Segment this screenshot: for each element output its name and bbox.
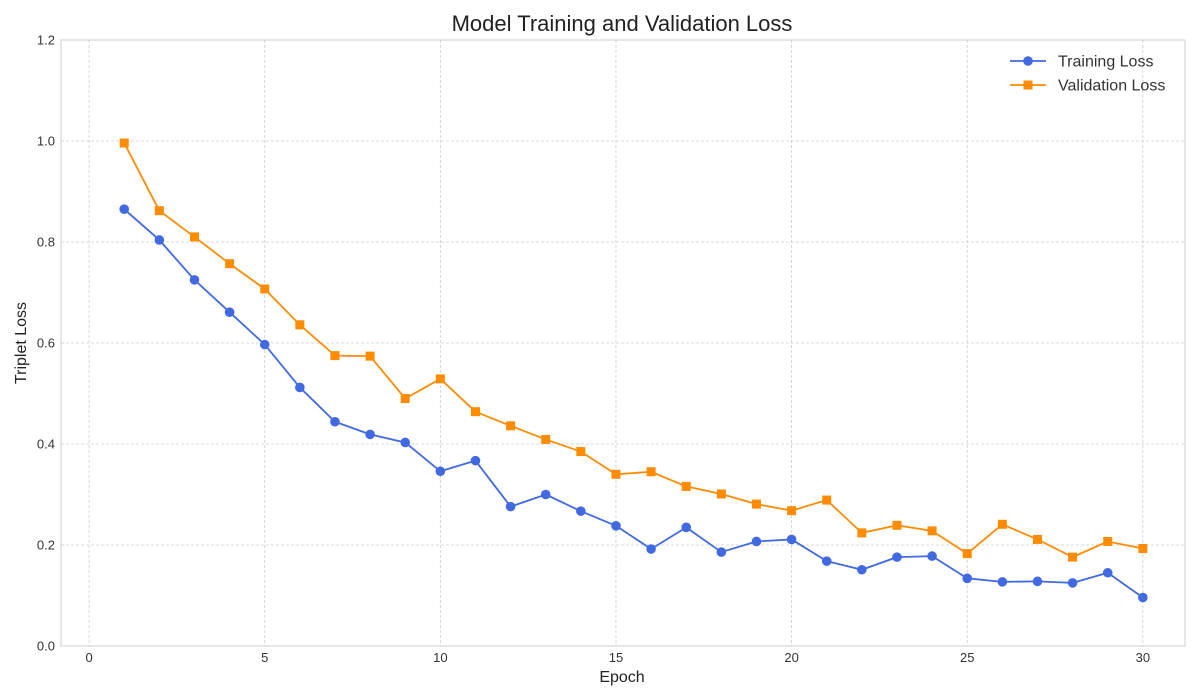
- series-line: [123, 208, 1144, 599]
- data-point: [576, 506, 586, 516]
- data-point: [1102, 567, 1113, 578]
- data-point: [1032, 576, 1043, 587]
- data-point: [1138, 544, 1148, 554]
- legend-item: Validation Loss: [1010, 78, 1165, 95]
- chart-title: Model Training and Validation Loss: [452, 11, 793, 36]
- data-point: [260, 284, 270, 294]
- data-point: [295, 382, 305, 393]
- grid: [61, 39, 1185, 647]
- x-axis-label: Epoch: [599, 669, 644, 686]
- data-point: [505, 501, 516, 512]
- x-tick-label: 10: [433, 650, 447, 665]
- data-point: [892, 520, 902, 530]
- data-point: [400, 394, 410, 404]
- data-point: [646, 544, 656, 554]
- data-point: [330, 351, 340, 361]
- data-point: [822, 495, 832, 505]
- data-point: [435, 374, 445, 384]
- data-point: [470, 407, 480, 417]
- data-point: [506, 421, 516, 431]
- data-point: [1103, 536, 1113, 546]
- series-training-loss: [119, 204, 1148, 603]
- y-tick-label: 1.2: [37, 33, 55, 48]
- x-tick-label: 0: [85, 650, 92, 665]
- legend-item: Training Loss: [1010, 54, 1153, 71]
- data-point: [1068, 552, 1078, 562]
- data-point: [1138, 592, 1148, 603]
- data-point: [259, 339, 270, 350]
- data-point: [541, 434, 551, 444]
- y-tick-label: 0.6: [37, 336, 55, 351]
- data-point: [540, 489, 551, 500]
- y-tick-label: 0.8: [37, 235, 55, 250]
- data-point: [330, 416, 340, 427]
- data-point: [857, 564, 867, 575]
- data-point: [435, 466, 446, 477]
- data-point: [681, 481, 691, 491]
- y-tick-label: 1.0: [37, 134, 55, 149]
- legend-label: Training Loss: [1058, 54, 1153, 71]
- data-point: [716, 489, 726, 499]
- x-tick-label: 25: [960, 650, 974, 665]
- data-point: [787, 506, 797, 516]
- data-point: [611, 469, 621, 479]
- legend-marker: [1023, 80, 1033, 90]
- legend: Training Loss Validation Loss: [1010, 54, 1165, 95]
- x-tick-label: 20: [784, 650, 798, 665]
- y-tick-label: 0.4: [37, 437, 55, 452]
- series-validation-loss: [119, 138, 1148, 562]
- data-point: [119, 138, 129, 148]
- data-point: [189, 275, 200, 285]
- data-point: [681, 522, 692, 533]
- x-tick-label: 30: [1136, 650, 1150, 665]
- y-axis-label: Triplet Loss: [13, 302, 30, 384]
- data-point: [154, 206, 164, 216]
- tick-labels: 0 5 10 15 20 25 30 0.0 0.2 0.4 0.6 0.8 1.0 1.2: [37, 33, 1150, 666]
- data-point: [189, 232, 199, 242]
- data-point: [576, 447, 586, 457]
- series-line: [123, 142, 1144, 559]
- data-point: [400, 437, 411, 448]
- x-tick-label: 15: [609, 650, 623, 665]
- data-point: [224, 307, 235, 317]
- data-point: [751, 536, 762, 547]
- y-tick-label: 0.0: [37, 639, 55, 654]
- data-point: [365, 351, 375, 361]
- data-point: [751, 499, 761, 509]
- data-point: [716, 547, 727, 557]
- data-point: [646, 467, 656, 477]
- data-point: [154, 235, 165, 245]
- plot-frame: [60, 39, 1186, 647]
- legend-label: Validation Loss: [1058, 78, 1165, 95]
- data-point: [962, 573, 973, 584]
- data-point: [962, 549, 972, 559]
- data-point: [927, 526, 937, 536]
- data-point: [119, 204, 130, 214]
- data-point: [470, 455, 481, 466]
- x-tick-label: 5: [261, 650, 268, 665]
- data-point: [927, 551, 937, 561]
- y-tick-label: 0.2: [37, 538, 55, 553]
- data-point: [997, 577, 1008, 587]
- data-point: [892, 552, 902, 562]
- data-point: [611, 521, 621, 531]
- data-point: [1067, 578, 1078, 588]
- data-point: [997, 519, 1007, 529]
- data-point: [295, 320, 305, 330]
- data-point: [1032, 534, 1042, 544]
- series-layer: [119, 138, 1148, 603]
- legend-marker: [1023, 56, 1033, 66]
- data-point: [821, 556, 832, 566]
- data-point: [857, 528, 867, 538]
- data-point: [786, 534, 797, 545]
- data-point: [225, 259, 235, 269]
- data-point: [365, 429, 375, 440]
